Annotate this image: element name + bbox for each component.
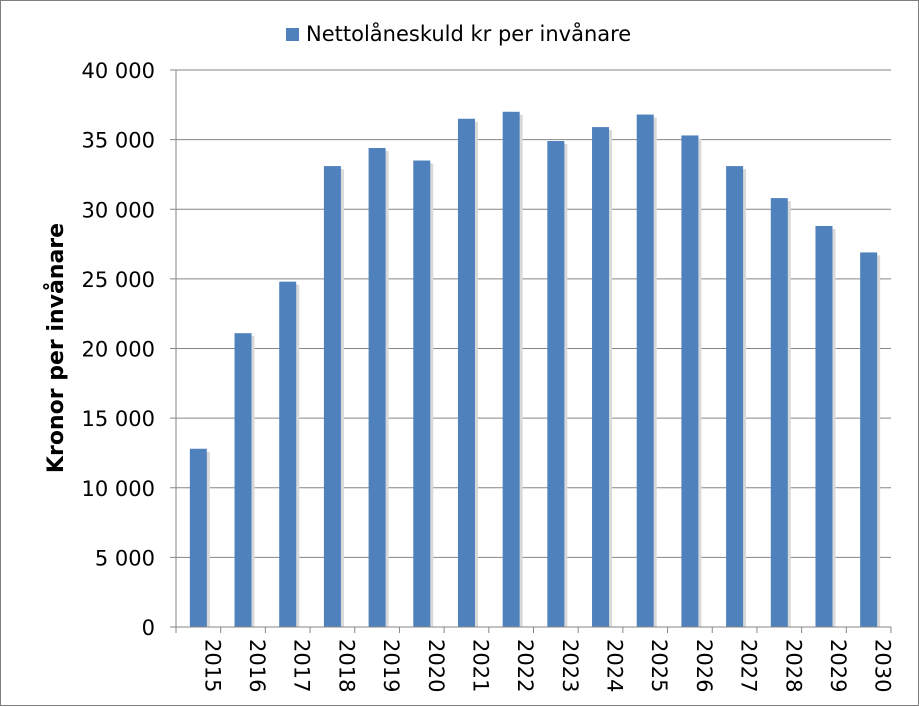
y-tick-label: 0	[142, 616, 155, 640]
bar-2028	[770, 198, 788, 628]
x-tick-label: 2026	[692, 639, 716, 692]
bars	[189, 111, 881, 628]
bar-2021	[457, 118, 475, 628]
bar-2024	[592, 127, 610, 627]
x-tick-label: 2016	[245, 639, 269, 692]
x-tick-label: 2017	[290, 639, 314, 692]
x-tick-label: 2030	[871, 639, 895, 692]
legend-swatch	[286, 28, 299, 41]
y-tick-label: 25 000	[82, 268, 155, 292]
bar-2015	[189, 448, 207, 627]
bar-2017	[279, 281, 297, 627]
x-tick-label: 2020	[424, 639, 448, 692]
x-tick-label: 2019	[379, 639, 403, 692]
bar-2029	[815, 225, 833, 627]
y-tick-label: 5 000	[95, 546, 155, 570]
x-tick-label: 2015	[200, 639, 224, 692]
legend: Nettolåneskuld kr per invånare	[286, 21, 631, 46]
bar-2020	[413, 160, 431, 627]
x-tick-label: 2028	[781, 639, 805, 692]
x-tick-label: 2029	[826, 639, 850, 692]
x-tick-label: 2025	[647, 639, 671, 692]
y-tick-label: 35 000	[82, 129, 155, 153]
x-tick-labels: 2015 2016 2017 2018 2019 2020 2021 2022 2023 2024…	[200, 639, 894, 692]
x-tick-label: 2027	[737, 639, 761, 692]
x-tick-label: 2018	[334, 639, 358, 692]
bar-2027	[726, 166, 744, 627]
bar-2018	[323, 166, 341, 627]
y-tick-labels: 0 5 000 10 000 15 000 20 000 25 000 30 000 35 0…	[82, 59, 155, 640]
axes	[175, 70, 892, 633]
bar-2030	[860, 252, 878, 628]
bar-2016	[234, 333, 252, 627]
y-tick-label: 10 000	[82, 477, 155, 501]
bar-2022	[502, 111, 520, 627]
y-tick-label: 30 000	[82, 198, 155, 222]
x-tick-label: 2021	[468, 639, 492, 692]
x-tick-label: 2023	[558, 639, 582, 692]
y-tick-label: 40 000	[82, 59, 155, 83]
y-axis-label: Kronor per invånare	[43, 223, 69, 473]
legend-label: Nettolåneskuld kr per invånare	[306, 21, 631, 46]
bar-2019	[368, 147, 386, 628]
x-tick-label: 2022	[513, 639, 537, 692]
bar-2026	[681, 135, 699, 627]
y-tick-label: 20 000	[82, 338, 155, 362]
bar-2025	[636, 114, 654, 627]
bar-2023	[547, 141, 565, 627]
y-tick-label: 15 000	[82, 407, 155, 431]
x-tick-label: 2024	[603, 639, 627, 692]
